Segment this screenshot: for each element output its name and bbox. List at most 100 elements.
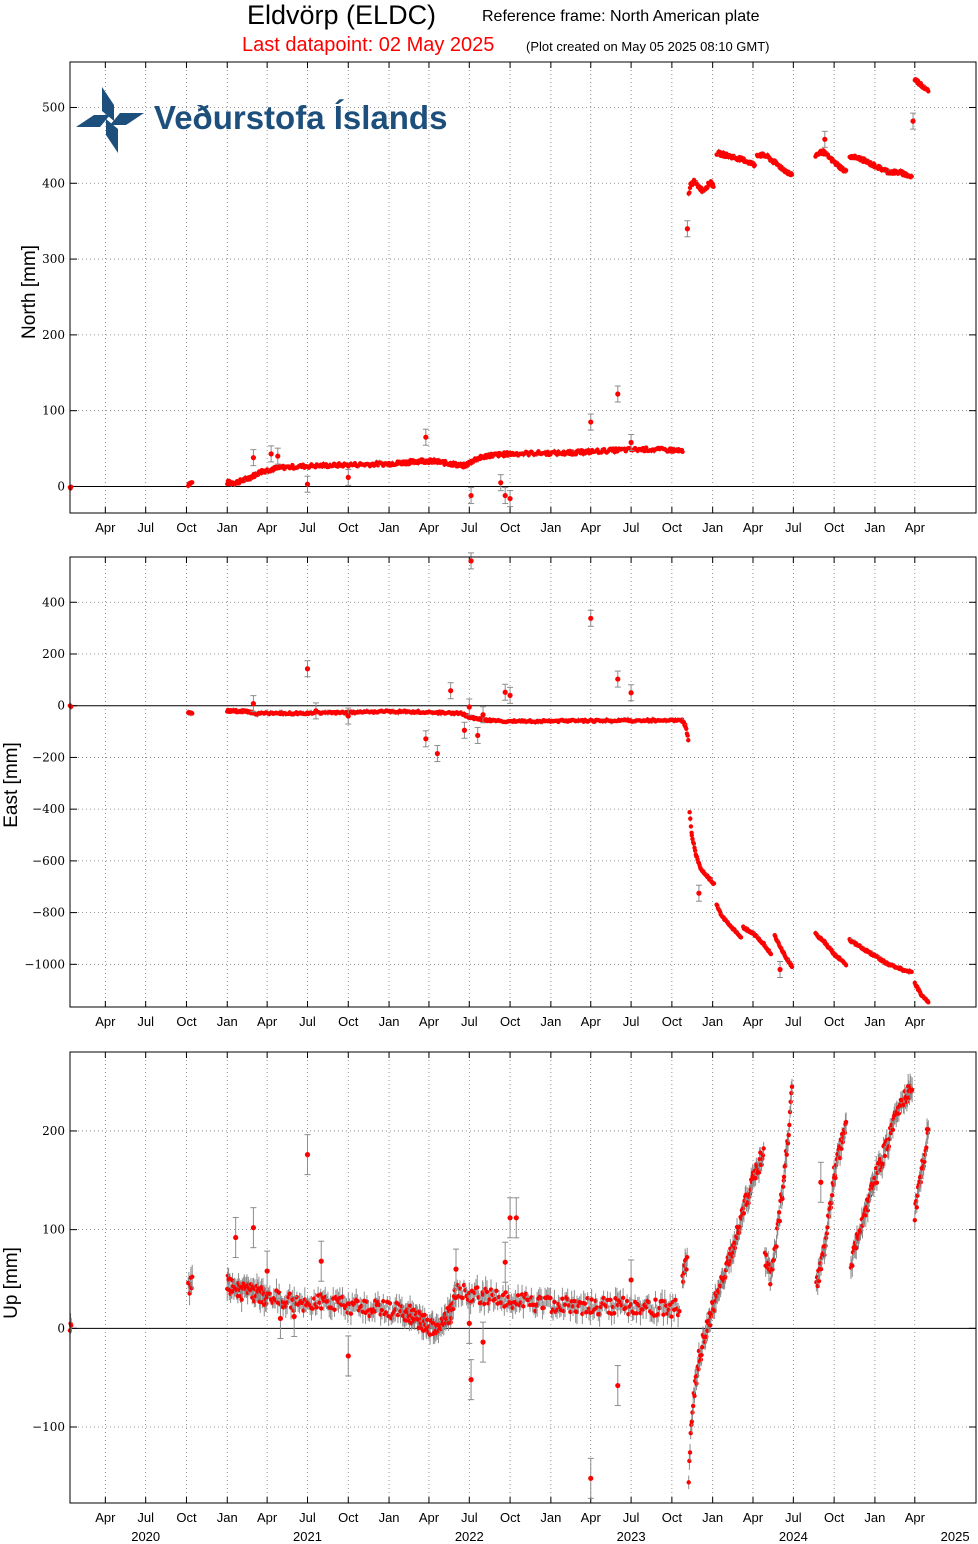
- data-point: [692, 848, 698, 853]
- up-data-points: [67, 1073, 931, 1499]
- data-point: [189, 1285, 194, 1291]
- data-point: [190, 480, 195, 485]
- y-tick-label: −400: [32, 802, 65, 816]
- data-point: [789, 964, 795, 970]
- outlier-point: [615, 676, 621, 682]
- data-point: [680, 449, 685, 454]
- data-point: [355, 1299, 360, 1304]
- data-point: [688, 824, 694, 829]
- month-tick-label: Oct: [500, 1510, 521, 1525]
- data-point: [680, 1279, 686, 1285]
- month-tick-label: Jan: [217, 520, 238, 535]
- data-point: [584, 1310, 589, 1315]
- data-point: [732, 1245, 738, 1251]
- month-tick-label: Jul: [461, 1014, 478, 1029]
- data-point: [521, 1304, 526, 1309]
- data-point: [833, 1175, 838, 1181]
- data-point: [771, 1257, 777, 1262]
- data-point: [290, 462, 295, 468]
- data-point: [692, 1393, 697, 1399]
- month-tick-label: Jul: [137, 1014, 154, 1029]
- month-tick-label: Apr: [905, 520, 926, 535]
- outlier-point: [628, 439, 634, 446]
- y-tick-label: 200: [42, 1124, 65, 1138]
- data-point: [776, 1210, 782, 1215]
- y-tick-label: 0: [57, 699, 65, 713]
- data-point: [688, 816, 693, 821]
- data-point: [780, 1196, 785, 1202]
- month-tick-label: Oct: [824, 520, 845, 535]
- month-tick-label: Apr: [419, 1014, 440, 1029]
- month-tick-label: Oct: [662, 520, 683, 535]
- outlier-point: [434, 750, 440, 757]
- month-tick-label: Jan: [379, 1014, 400, 1029]
- data-point: [760, 1153, 766, 1158]
- data-point: [620, 1295, 626, 1301]
- data-point: [711, 881, 717, 886]
- month-tick-label: Jan: [217, 1014, 238, 1029]
- data-point: [319, 1306, 324, 1311]
- outlier-point: [275, 453, 281, 459]
- month-tick-label: Oct: [176, 520, 197, 535]
- data-point: [475, 1285, 480, 1290]
- data-point: [427, 1332, 433, 1337]
- data-point: [738, 935, 744, 940]
- data-point: [608, 1297, 613, 1303]
- data-point: [416, 1325, 421, 1331]
- data-point: [787, 1109, 793, 1115]
- data-point: [582, 1301, 588, 1306]
- data-point: [482, 1301, 487, 1307]
- month-tick-label: Oct: [500, 1014, 521, 1029]
- month-tick-label: Oct: [338, 1014, 359, 1029]
- panel-up: Apr Jul Oct Jan Apr Jul Oct Jan Apr Jul Oct Jan Apr J…: [1, 1051, 977, 1525]
- outlier-point: [588, 615, 594, 621]
- data-point: [689, 1419, 695, 1424]
- data-point: [684, 1267, 689, 1272]
- outlier-point: [777, 966, 783, 973]
- outlier-point: [822, 136, 828, 142]
- month-tick-label: Jul: [623, 1014, 640, 1029]
- data-point: [789, 172, 795, 177]
- data-point: [687, 185, 693, 191]
- outlier-point: [696, 890, 702, 896]
- y-tick-label: 400: [42, 595, 65, 609]
- month-tick-label: Jan: [864, 1510, 885, 1525]
- data-point: [451, 1306, 456, 1312]
- plot-created-text: (Plot created on May 05 2025 08:10 GMT): [526, 39, 770, 54]
- outlier-point: [910, 118, 916, 124]
- data-point: [926, 1000, 931, 1005]
- y-tick-label: 100: [42, 1223, 65, 1237]
- month-tick-label: Apr: [581, 520, 602, 535]
- last-datapoint-text: Last datapoint: 02 May 2025: [242, 34, 495, 56]
- month-tick-label: Apr: [581, 1510, 602, 1525]
- panel-east: Apr Jul Oct Jan Apr Jul Oct Jan Apr Jul Oct Jan Apr J…: [1, 552, 977, 1029]
- outlier-point: [684, 226, 690, 232]
- data-point: [383, 1310, 389, 1315]
- month-tick-label: Jul: [137, 520, 154, 535]
- y-tick-label: −1000: [24, 957, 65, 971]
- data-point: [515, 1293, 521, 1298]
- data-point: [690, 1403, 696, 1409]
- data-point: [699, 1352, 704, 1358]
- data-point: [780, 1184, 786, 1189]
- east-data-points: [67, 552, 931, 1005]
- y-tick-label: 0: [57, 479, 65, 493]
- month-tick-label: Jul: [299, 1510, 316, 1525]
- data-point: [816, 1278, 822, 1284]
- data-point: [789, 1090, 794, 1096]
- data-point: [653, 1297, 658, 1302]
- data-point: [673, 1297, 678, 1303]
- month-tick-label: Jan: [702, 1014, 723, 1029]
- data-point: [287, 1291, 292, 1296]
- data-point: [829, 1193, 835, 1198]
- data-point: [737, 1230, 742, 1235]
- data-point: [562, 1302, 568, 1307]
- data-point: [460, 1295, 465, 1301]
- outlier-point: [423, 434, 429, 440]
- data-point: [684, 1254, 690, 1260]
- data-point: [761, 1146, 766, 1151]
- reference-frame-text: Reference frame: North American plate: [482, 8, 760, 25]
- data-point: [787, 1122, 792, 1128]
- data-point: [552, 1299, 557, 1305]
- month-tick-label: Oct: [176, 1014, 197, 1029]
